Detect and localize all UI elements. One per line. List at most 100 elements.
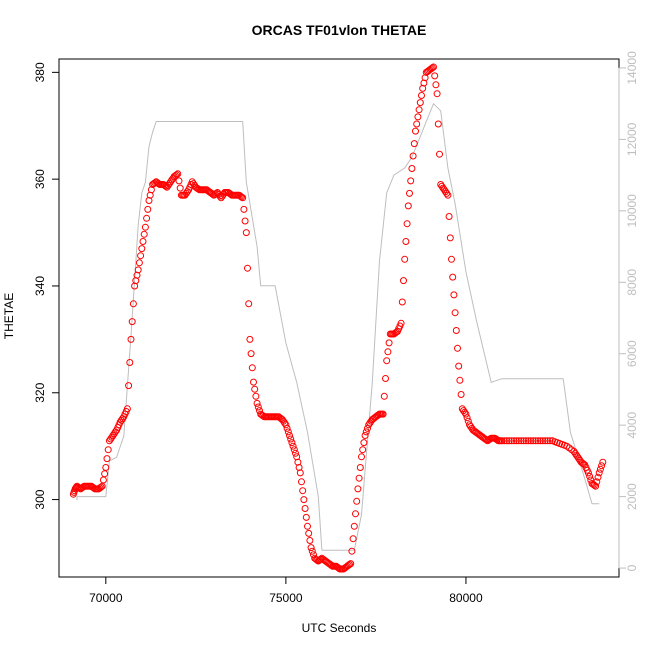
- thetae-point: [401, 255, 409, 263]
- thetae-point: [466, 421, 473, 429]
- thetae-point: [361, 432, 369, 439]
- thetae-point: [414, 113, 422, 121]
- thetae-point: [462, 410, 470, 418]
- thetae-point: [593, 478, 601, 486]
- y2-tick-label: 8000: [625, 269, 639, 296]
- thetae-point: [299, 487, 307, 495]
- thetae-point: [520, 437, 528, 445]
- thetae-point: [306, 537, 314, 544]
- thetae-point: [250, 378, 257, 386]
- thetae-point: [241, 217, 249, 225]
- thetae-point: [302, 513, 310, 521]
- thetae-point: [216, 192, 224, 200]
- thetae-point: [244, 264, 251, 272]
- thetae-point: [248, 364, 256, 372]
- thetae-series: [69, 63, 607, 573]
- thetae-point: [431, 72, 439, 80]
- thetae-point: [362, 428, 370, 436]
- thetae-point: [404, 202, 412, 210]
- thetae-point: [599, 458, 607, 466]
- thetae-point: [586, 472, 594, 480]
- thetae-point: [442, 188, 449, 196]
- thetae-point: [294, 458, 302, 466]
- thetae-point: [123, 405, 131, 413]
- thetae-point: [298, 478, 305, 486]
- thetae-point: [173, 171, 181, 179]
- thetae-point: [580, 460, 588, 468]
- thetae-point: [218, 192, 226, 200]
- thetae-point: [175, 177, 183, 185]
- thetae-point: [296, 469, 304, 477]
- thetae-point: [356, 464, 364, 471]
- thetae-point: [584, 469, 592, 477]
- thetae-point: [402, 238, 410, 245]
- thetae-point: [440, 186, 448, 194]
- thetae-point: [140, 230, 148, 238]
- thetae-point: [102, 464, 110, 471]
- thetae-point: [575, 455, 583, 463]
- thetae-point: [458, 405, 466, 413]
- thetae-point: [592, 482, 600, 490]
- thetae-point: [126, 359, 134, 366]
- thetae-point: [448, 255, 455, 263]
- thetae-point: [135, 259, 143, 267]
- thetae-point: [304, 522, 311, 530]
- thetae-point: [349, 535, 357, 543]
- thetae-point: [536, 437, 544, 445]
- thetae-point: [350, 522, 358, 530]
- thetae-point: [240, 205, 248, 213]
- thetae-point: [498, 437, 506, 445]
- thetae-point: [167, 178, 175, 186]
- thetae-point: [103, 455, 111, 463]
- thetae-point: [416, 99, 424, 107]
- thetae-point: [455, 362, 463, 370]
- thetae-point: [515, 437, 523, 445]
- y-tick-label: 300: [33, 489, 47, 509]
- thetae-point: [379, 410, 387, 418]
- thetae-point: [174, 170, 182, 178]
- y2-tick-label: 4000: [625, 412, 639, 439]
- thetae-point: [143, 214, 151, 222]
- thetae-point: [410, 140, 418, 148]
- thetae-point: [104, 446, 112, 454]
- thetae-point: [436, 150, 443, 158]
- thetae-point: [147, 186, 155, 194]
- y-tick-label: 340: [33, 276, 47, 296]
- thetae-point: [512, 437, 520, 445]
- thetae-point: [366, 419, 374, 427]
- y-axis-right: 0 2000 4000 6000 8000 10000 12000 14000: [618, 51, 639, 571]
- thetae-point: [467, 423, 475, 431]
- thetae-point: [403, 220, 411, 228]
- thetae-point: [541, 437, 549, 445]
- thetae-point: [127, 335, 135, 343]
- thetae-point: [129, 300, 137, 308]
- thetae-point: [456, 376, 464, 384]
- thetae-point: [443, 189, 451, 197]
- thetae-point: [385, 339, 393, 347]
- thetae-point: [413, 120, 421, 128]
- thetae-point: [407, 177, 415, 185]
- thetae-point: [460, 407, 467, 415]
- thetae-point: [292, 449, 299, 457]
- thetae-point: [288, 439, 296, 447]
- chart-title: ORCAS TF01vlon THETAE: [252, 22, 427, 38]
- thetae-point: [278, 416, 286, 423]
- thetae-point: [246, 335, 254, 343]
- thetae-point: [359, 446, 367, 454]
- thetae-point: [282, 421, 290, 429]
- y2-tick-label: 12000: [625, 122, 639, 156]
- y-tick-label: 380: [33, 62, 47, 82]
- thetae-point: [432, 81, 440, 89]
- thetae-point: [347, 560, 355, 568]
- thetae-point: [594, 473, 602, 481]
- thetae-point: [128, 318, 136, 326]
- thetae-point: [508, 437, 516, 445]
- x-tick-label: 75000: [269, 591, 303, 605]
- y2-tick-label: 0: [625, 564, 639, 571]
- thetae-point: [544, 437, 552, 445]
- thetae-point: [132, 277, 140, 285]
- thetae-point: [280, 417, 287, 425]
- thetae-point: [110, 430, 118, 438]
- thetae-point: [524, 437, 532, 445]
